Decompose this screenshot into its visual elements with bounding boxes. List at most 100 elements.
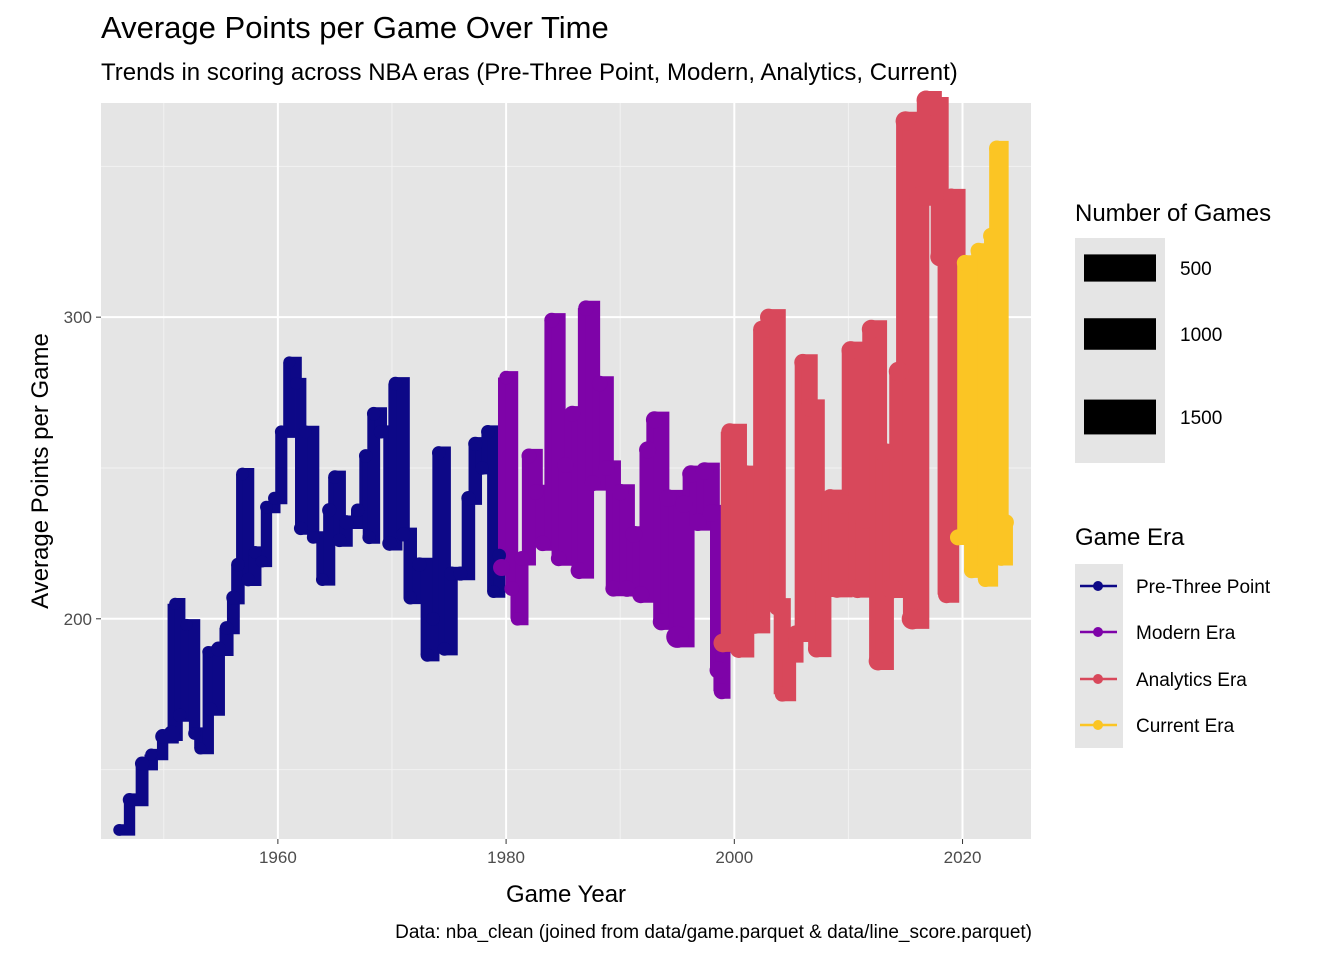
data-point <box>611 483 629 501</box>
size-legend-point <box>1105 319 1135 349</box>
data-point <box>645 411 663 429</box>
data-point <box>930 247 950 267</box>
data-point <box>625 525 643 543</box>
x-tick-label: 2020 <box>944 848 982 867</box>
data-point <box>339 515 354 530</box>
data-point <box>591 375 608 392</box>
series-line-segment <box>930 97 949 257</box>
y-axis-title: Average Points per Game <box>27 333 54 609</box>
data-point <box>453 566 468 581</box>
chart-subtitle: Trends in scoring across NBA eras (Pre-T… <box>101 59 958 86</box>
data-point <box>632 586 650 604</box>
data-point <box>794 353 812 371</box>
data-point <box>260 500 273 514</box>
color-legend-point <box>1093 720 1103 730</box>
data-point <box>923 96 943 116</box>
data-point <box>848 579 868 599</box>
x-tick-label: 2000 <box>715 848 753 867</box>
data-point <box>274 425 288 439</box>
data-point <box>373 425 388 439</box>
series-line-segment <box>274 431 288 505</box>
data-point <box>211 641 226 657</box>
series-line-segment <box>204 646 217 710</box>
data-point <box>909 186 929 207</box>
data-point <box>514 551 530 566</box>
data-point <box>949 529 966 546</box>
data-point <box>977 572 993 588</box>
data-point <box>861 319 881 339</box>
data-point <box>997 514 1014 531</box>
data-point <box>881 578 902 599</box>
data-point <box>328 470 342 484</box>
data-point <box>134 756 150 771</box>
color-legend-label: Pre-Three Point <box>1136 577 1271 598</box>
data-point <box>315 573 329 586</box>
data-point <box>666 625 689 648</box>
color-legend-label: Analytics Era <box>1136 670 1247 691</box>
series-line-segment <box>737 474 755 658</box>
data-point <box>787 625 805 643</box>
data-point <box>970 242 987 259</box>
data-point <box>713 633 733 653</box>
data-point <box>521 448 537 464</box>
data-point <box>544 312 560 328</box>
series-line-segment <box>585 300 601 484</box>
data-point <box>695 462 714 480</box>
series-line-segment <box>322 510 336 586</box>
data-point <box>834 494 854 514</box>
y-tick-label: 300 <box>64 308 92 327</box>
data-point <box>895 111 916 131</box>
series-line-segment <box>605 460 621 589</box>
data-point <box>875 443 895 463</box>
data-point <box>827 579 847 598</box>
color-legend-key-bg <box>1075 564 1123 748</box>
data-point <box>322 503 337 518</box>
data-point <box>426 612 440 626</box>
data-point <box>487 585 500 599</box>
series-line-segment <box>773 598 791 695</box>
color-legend-point <box>1093 581 1103 591</box>
series-line-segment <box>889 371 909 599</box>
data-point <box>989 140 1005 156</box>
series-line-segment <box>260 507 273 568</box>
y-tick-label: 200 <box>64 610 92 629</box>
data-point <box>721 423 739 441</box>
data-point <box>584 475 601 492</box>
data-point <box>814 579 833 598</box>
data-point <box>113 823 126 836</box>
data-point <box>169 597 182 610</box>
data-point <box>493 558 511 577</box>
data-point <box>854 509 874 529</box>
data-point <box>382 535 398 551</box>
data-point <box>682 465 700 483</box>
series-line-segment <box>403 527 417 598</box>
size-legend-point <box>1108 256 1132 280</box>
series-points <box>113 90 1014 836</box>
data-point <box>675 495 693 513</box>
data-point <box>293 521 308 536</box>
data-point <box>499 370 513 385</box>
series-line-segment <box>179 624 194 722</box>
series-line-segment <box>444 573 458 656</box>
data-point <box>938 586 956 604</box>
size-legend-label: 1000 <box>1180 325 1222 346</box>
data-point <box>290 377 303 390</box>
series-line-segment <box>720 431 739 652</box>
series-line-segment <box>468 443 483 505</box>
data-point <box>492 548 507 563</box>
data-point <box>800 398 819 417</box>
data-point <box>578 300 594 316</box>
data-point <box>481 425 495 439</box>
size-legend-label: 500 <box>1180 259 1212 280</box>
series-line-segment <box>916 99 936 206</box>
axis-layer: 1960 1980 2000 2020 200 300 <box>64 308 982 867</box>
series-line-segment <box>855 519 874 598</box>
data-point <box>226 590 241 605</box>
data-point <box>437 642 452 656</box>
data-point <box>888 361 909 382</box>
data-point <box>172 708 187 723</box>
data-point <box>652 613 670 631</box>
series-line-segment <box>236 474 249 571</box>
series-line-segment <box>835 504 853 598</box>
